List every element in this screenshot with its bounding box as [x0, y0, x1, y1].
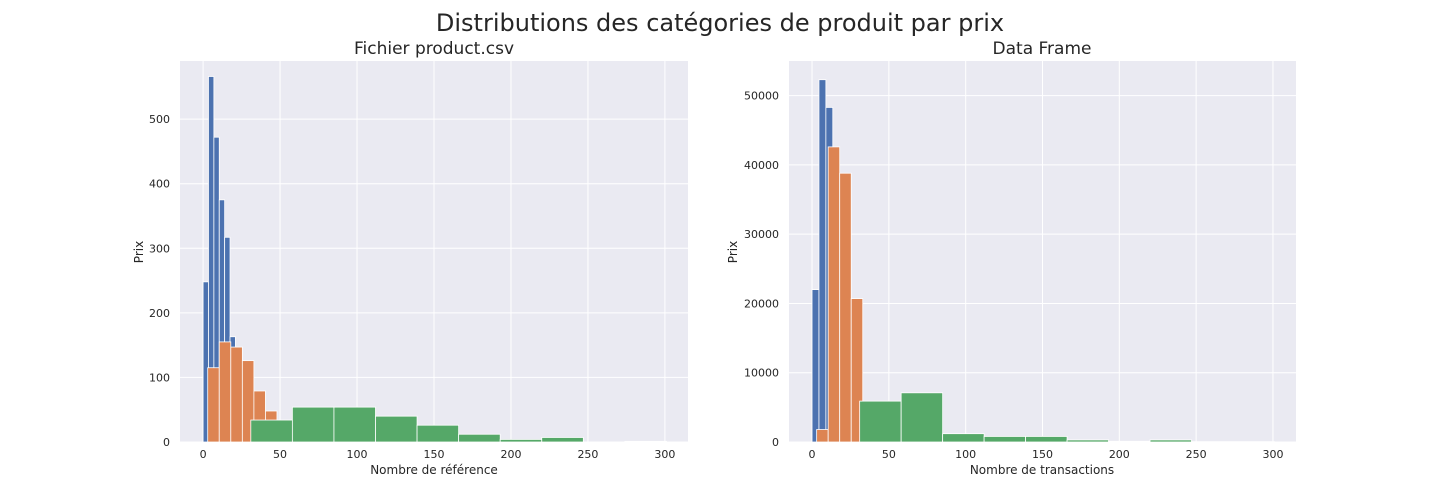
right-x-ticks: 0 50 100 150 200 250 300: [809, 448, 1284, 461]
left-y-tick-label: 400: [149, 178, 170, 191]
right-gridlines: [789, 61, 1296, 443]
right-bar-series1-bin1: [827, 146, 841, 443]
left-y-tick-label: 100: [149, 371, 170, 384]
right-bar-series1-bin3: [850, 298, 864, 443]
right-x-tick-label: 250: [1186, 448, 1207, 461]
left-bar-series1-bin1: [218, 341, 232, 443]
right-y-tick-label: 50000: [744, 90, 779, 103]
left-x-ticks: 0 50 100 150 200 250 300: [200, 448, 676, 461]
right-bar-series2-bin2: [942, 433, 985, 443]
right-bar-series0-bin0: [811, 289, 820, 443]
left-bar-series2-bin5: [458, 433, 501, 443]
right-x-axis-label: Nombre de transactions: [970, 463, 1114, 477]
left-y-ticks: 0 100 200 300 400 500: [149, 113, 170, 449]
right-bar-series2-bin1: [900, 392, 944, 443]
right-bar-series0-bin1: [818, 79, 827, 443]
right-y-tick-label: 0: [772, 436, 779, 449]
right-x-tick-label: 300: [1262, 448, 1283, 461]
right-y-tick-label: 30000: [744, 228, 779, 241]
right-y-tick-label: 10000: [744, 367, 779, 380]
right-bar-series1-bin0: [816, 429, 829, 443]
right-bar-series2-bin6: [1108, 440, 1151, 443]
right-x-tick-label: 50: [882, 448, 896, 461]
left-chart-title: Fichier product.csv: [354, 39, 514, 59]
right-x-tick-label: 200: [1109, 448, 1130, 461]
left-y-tick-label: 500: [149, 113, 170, 126]
right-x-tick-label: 100: [955, 448, 976, 461]
right-x-tick-label: 150: [1032, 448, 1053, 461]
left-bar-series2-bin4: [416, 424, 460, 443]
left-bar-series2-bin1: [291, 406, 335, 443]
left-x-axis-label: Nombre de référence: [370, 463, 498, 477]
figure-title: Distributions des catégories de produit …: [436, 9, 1004, 37]
right-y-tick-label: 20000: [744, 297, 779, 310]
left-y-tick-label: 0: [163, 436, 170, 449]
right-bar-series2-bin4: [1025, 436, 1068, 443]
right-x-tick-label: 0: [809, 448, 816, 461]
left-bar-series1-bin2: [230, 346, 243, 443]
right-bar-series2-bin3: [983, 436, 1026, 443]
left-y-axis-label: Prix: [132, 241, 146, 263]
left-x-tick-label: 50: [273, 448, 287, 461]
left-x-tick-label: 300: [654, 448, 675, 461]
left-x-tick-label: 150: [424, 448, 445, 461]
left-bar-series2-bin0: [250, 419, 293, 443]
left-bar-series1-bin0: [207, 367, 220, 443]
right-bar-series1-bin2: [839, 172, 852, 443]
right-bar-series2-bin0: [859, 400, 902, 443]
left-y-tick-label: 200: [149, 307, 170, 320]
right-chart-title: Data Frame: [993, 39, 1092, 59]
right-y-tick-label: 40000: [744, 159, 779, 172]
left-bar-series2-bin2: [333, 406, 376, 443]
right-chart: 0 50 100 150 200 250 300 0 10000 20000 30000 40000…: [726, 39, 1296, 477]
right-y-axis-label: Prix: [726, 241, 740, 263]
right-bar-series2-bin5: [1066, 439, 1109, 443]
left-x-tick-label: 0: [200, 448, 207, 461]
right-bar-series2-bin7: [1149, 439, 1192, 443]
left-bar-series2-bin3: [375, 415, 418, 443]
right-y-ticks: 0 10000 20000 30000 40000 50000: [744, 90, 779, 449]
left-bars: [202, 76, 667, 443]
left-x-tick-label: 200: [500, 448, 521, 461]
left-bar-series2-bin6: [499, 439, 543, 443]
left-x-tick-label: 250: [577, 448, 598, 461]
left-bar-series2-bin9: [624, 440, 667, 443]
left-bar-series2-bin7: [541, 437, 584, 443]
left-chart: 0 50 100 150 200 250 300 0 100 200 300 400 500 Fich…: [132, 39, 688, 477]
right-bars: [811, 79, 1275, 443]
left-y-tick-label: 300: [149, 242, 170, 255]
left-x-tick-label: 100: [347, 448, 368, 461]
